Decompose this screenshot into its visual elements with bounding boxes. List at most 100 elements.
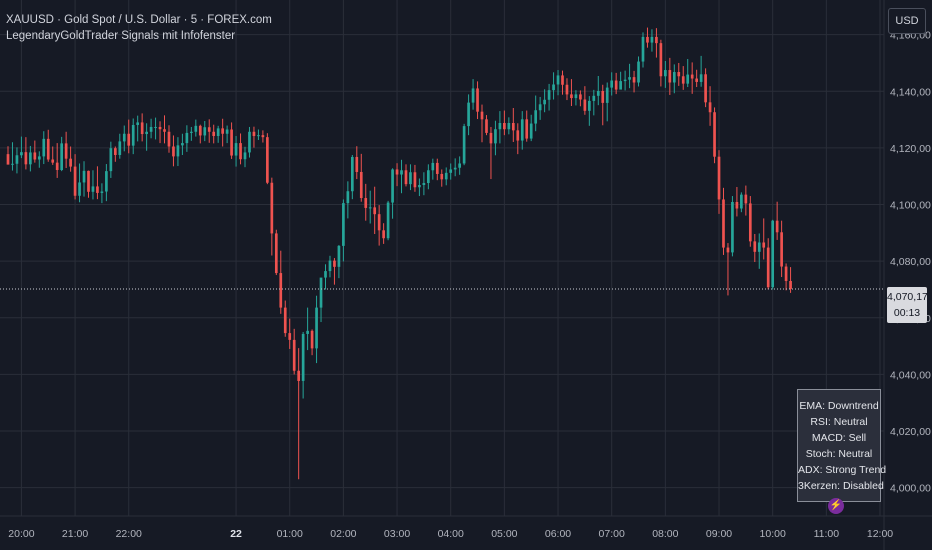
candle-up [29, 152, 32, 165]
candle-down [579, 94, 582, 100]
symbol-title[interactable]: XAUUSD · Gold Spot / U.S. Dollar · 5 · F… [6, 14, 272, 26]
candle-down [158, 126, 162, 130]
candle-up [203, 127, 207, 136]
candle-down [33, 152, 37, 160]
x-tick-label: 10:00 [760, 528, 786, 540]
candle-up [431, 162, 435, 171]
candle-up [225, 129, 229, 134]
chart-legend: XAUUSD · Gold Spot / U.S. Dollar · 5 · F… [6, 12, 272, 44]
candle-down [695, 78, 698, 82]
candle-up [637, 61, 640, 83]
candle-down [780, 232, 783, 267]
candle-up [471, 88, 475, 103]
x-tick-label: 07:00 [599, 528, 625, 540]
candle-up [122, 133, 126, 142]
candle-down [511, 122, 515, 131]
candle-down [239, 143, 242, 160]
info-line-3kerzen: 3Kerzen: Disabled [798, 480, 884, 492]
candle-up [400, 170, 403, 175]
candle-down [480, 111, 484, 120]
candle-down [359, 171, 363, 199]
candle-down [140, 122, 144, 135]
x-tick-label: 20:00 [8, 528, 34, 540]
candle-up [185, 132, 189, 144]
candle-up [145, 131, 148, 135]
x-tick-label: 03:00 [384, 528, 410, 540]
candle-down [274, 233, 278, 274]
candle-down [64, 143, 68, 159]
candle-down [96, 186, 99, 193]
candle-down [221, 128, 224, 134]
candle-up [686, 74, 690, 84]
candle-down [565, 84, 569, 95]
candle-down [583, 99, 587, 111]
lightning-bolt-icon[interactable]: ⚡ [828, 498, 844, 514]
candle-down [503, 122, 506, 130]
candle-down [288, 333, 292, 340]
x-tick-label: 11:00 [814, 528, 840, 540]
candle-down [113, 148, 117, 155]
candle-down [55, 162, 59, 170]
candle-up [538, 104, 542, 111]
signal-info-box: EMA: Downtrend RSI: Neutral MACD: Sell S… [797, 389, 887, 502]
candle-up [650, 36, 654, 43]
candle-down [726, 247, 730, 253]
candle-down [570, 94, 573, 99]
candle-down [614, 80, 618, 90]
candle-up [391, 169, 394, 203]
candle-up [109, 148, 113, 172]
candle-down [297, 370, 301, 381]
candle-down [310, 330, 314, 349]
x-tick-label: 22:00 [116, 528, 142, 540]
candle-down [489, 132, 493, 144]
candle-down [440, 173, 444, 180]
candle-up [181, 143, 184, 146]
candle-down [333, 260, 336, 267]
candle-up [328, 260, 332, 272]
candle-up [154, 126, 157, 128]
candle-up [346, 191, 350, 204]
candle-up [78, 182, 81, 196]
candle-up [301, 333, 305, 381]
candle-up [740, 194, 743, 209]
candle-up [757, 242, 761, 252]
candle-down [167, 131, 171, 147]
candle-down [46, 138, 50, 160]
candle-up [623, 79, 627, 82]
candle-up [628, 77, 631, 80]
candle-down [766, 247, 770, 288]
candle-up [534, 110, 538, 124]
candle-down [163, 129, 166, 132]
candle-up [337, 245, 341, 267]
candle-down [753, 241, 757, 252]
candle-up [342, 203, 345, 246]
candle-down [172, 146, 175, 157]
candle-up [449, 169, 453, 173]
candle-down [659, 43, 663, 77]
indicator-title[interactable]: LegendaryGoldTrader Signals mit Infofens… [6, 30, 236, 42]
candle-up [574, 94, 578, 99]
info-line-adx: ADX: Strong Trend [798, 464, 887, 476]
candle-up [427, 170, 430, 184]
candle-up [216, 128, 220, 137]
time-axis[interactable]: 20:00 21:00 22:00 22 01:00 02:00 03:00 04:00 05:… [8, 528, 893, 540]
currency-button[interactable]: USD [888, 8, 926, 34]
candle-down [516, 130, 520, 141]
candle-down [207, 127, 211, 132]
y-tick-label: 4,080,00 [890, 256, 931, 268]
candle-up [520, 119, 524, 141]
candle-up [306, 330, 309, 334]
candle-down [677, 72, 681, 77]
candle-up [699, 74, 703, 82]
last-price-value: 4,070,17 [887, 291, 928, 303]
candle-down [87, 170, 90, 192]
candle-up [118, 141, 122, 155]
x-tick-label: 21:00 [62, 528, 88, 540]
candle-down [435, 162, 439, 174]
candle-up [82, 170, 86, 183]
candle-up [257, 135, 260, 137]
candle-up [149, 126, 153, 132]
candle-up [543, 99, 546, 105]
